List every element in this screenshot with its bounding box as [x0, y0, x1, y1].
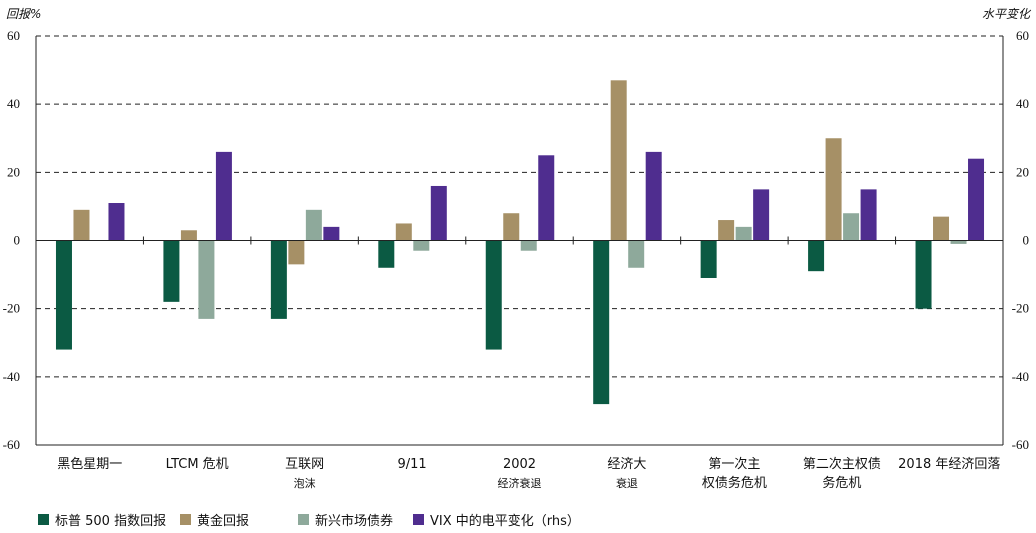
left-tick-label: 40 — [7, 96, 20, 111]
bar — [700, 240, 717, 278]
legend-label: 标普 500 指数回报 — [55, 514, 166, 529]
legend-swatch — [413, 514, 424, 525]
legend-label: 黄金回报 — [197, 513, 249, 529]
category-label: 第一次主 — [708, 456, 760, 472]
bar — [180, 230, 197, 241]
right-axis-unit-label: 水平变化 — [982, 7, 1032, 21]
bar — [378, 240, 395, 268]
left-tick-label: 60 — [7, 28, 20, 43]
bar — [808, 240, 825, 272]
bar — [163, 240, 180, 302]
bar — [933, 216, 950, 241]
bar — [55, 240, 72, 350]
legend: 标普 500 指数回报 黄金回报 新兴市场债券 VIX 中的电平变化（rhs） — [38, 513, 580, 529]
category-label: 第二次主权债 — [803, 456, 881, 472]
bars — [55, 80, 985, 405]
right-tick-label: 20 — [1016, 164, 1029, 179]
bar — [968, 158, 985, 241]
bar — [430, 185, 447, 241]
category-label: 9/11 — [397, 457, 426, 472]
bar — [503, 213, 520, 241]
axes — [35, 36, 1004, 446]
right-tick-label: 40 — [1016, 96, 1029, 111]
right-tick-label: 0 — [1023, 233, 1030, 248]
category-label-line2: 泡沫 — [294, 476, 316, 490]
bar — [485, 240, 502, 350]
bar — [73, 209, 90, 241]
bar — [628, 240, 645, 268]
left-tick-label: -20 — [3, 301, 20, 316]
bar — [288, 240, 305, 265]
category-label: 黑色星期一 — [57, 456, 122, 472]
left-axis-ticks: 60 40 20 0 -20 -40 -60 — [3, 28, 20, 452]
right-tick-label: -20 — [1012, 301, 1029, 316]
bar — [323, 226, 340, 241]
bar — [610, 80, 627, 241]
category-label-line2: 权债务危机 — [702, 475, 767, 491]
left-tick-label: -40 — [3, 369, 20, 384]
right-tick-label: -40 — [1012, 369, 1029, 384]
bar — [305, 209, 322, 241]
category-label-line2: 务危机 — [822, 475, 861, 491]
bar — [735, 226, 752, 241]
legend-label: VIX 中的电平变化（rhs） — [430, 513, 580, 529]
bar — [860, 189, 877, 241]
bar — [825, 138, 842, 241]
left-tick-label: -60 — [3, 437, 20, 452]
category-label-line2: 衰退 — [616, 476, 638, 490]
bar — [413, 240, 430, 251]
right-axis-ticks: 60 40 20 0 -20 -40 -60 — [1012, 28, 1029, 452]
bar — [270, 240, 287, 319]
category-label-line2: 经济衰退 — [498, 476, 542, 490]
legend-swatch — [180, 514, 191, 525]
category-label: LTCM 危机 — [166, 457, 229, 472]
category-label: 互联网 — [285, 457, 324, 472]
legend-swatch — [38, 514, 49, 525]
left-tick-label: 0 — [14, 233, 21, 248]
left-tick-label: 20 — [7, 164, 20, 179]
bar — [753, 189, 770, 241]
category-label: 2018 年经济回落 — [898, 457, 1000, 472]
category-label: 2002 — [503, 457, 536, 472]
bar — [395, 223, 412, 241]
legend-label: 新兴市场债券 — [315, 513, 393, 529]
bar — [198, 240, 215, 319]
category-label: 经济大 — [607, 457, 646, 472]
bar — [645, 151, 662, 241]
bar — [843, 213, 860, 241]
bar — [215, 151, 232, 241]
bar — [950, 240, 967, 244]
bar — [520, 240, 537, 251]
bar — [538, 155, 555, 241]
right-tick-label: -60 — [1012, 437, 1029, 452]
bar — [108, 203, 125, 241]
left-axis-unit-label: 回报% — [6, 7, 41, 21]
bar — [915, 240, 932, 309]
legend-swatch — [298, 514, 309, 525]
bar — [593, 240, 610, 405]
bar — [718, 220, 735, 241]
right-tick-label: 60 — [1016, 28, 1029, 43]
